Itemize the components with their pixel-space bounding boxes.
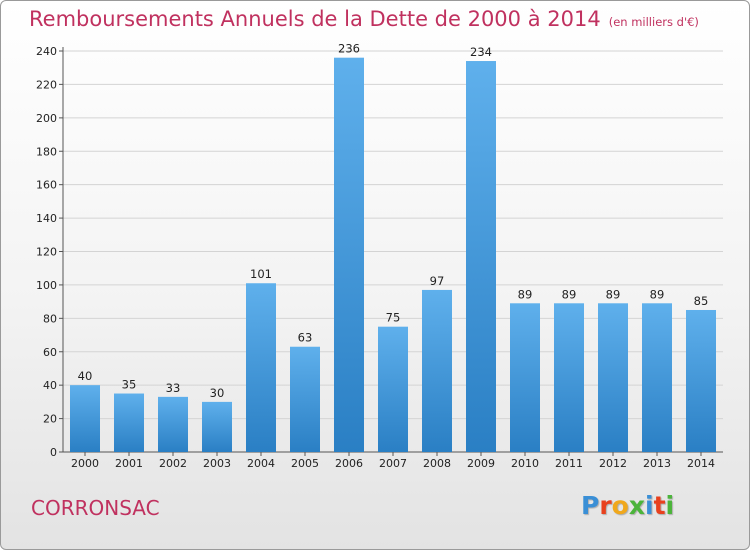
x-tick-label: 2008 [423,457,451,470]
y-tick-label: 200 [36,112,57,125]
bar-2014 [686,309,716,452]
bar-value-label: 63 [298,331,313,345]
bar-2012 [598,303,628,452]
bar-value-label: 40 [78,369,93,383]
bar-2007 [378,326,408,452]
bars [70,57,716,453]
logo-letter: i [665,491,675,520]
x-tick-label: 2006 [335,457,363,470]
chart-unit: (en milliers d'€) [608,15,699,29]
bar-2006 [334,57,364,452]
bar-value-label: 97 [430,274,445,288]
bar-2010 [510,303,540,452]
bar-value-label: 33 [166,381,181,395]
y-tick-label: 100 [36,279,57,292]
chart-title: Remboursements Annuels de la Dette de 20… [29,7,699,31]
bar-value-label: 89 [562,287,577,301]
bar-value-label: 35 [122,378,137,392]
bar-2003 [202,401,232,452]
x-tick-label: 2000 [71,457,99,470]
x-tick-label: 2011 [555,457,583,470]
y-tick-label: 180 [36,145,57,158]
bar-value-label: 75 [386,311,401,325]
y-tick-label: 40 [43,379,57,392]
x-tick-label: 2009 [467,457,495,470]
x-tick-label: 2004 [247,457,275,470]
bar-2013 [642,303,672,452]
logo-letter: r [599,491,612,520]
bar-2000 [70,385,100,452]
y-tick-label: 160 [36,179,57,192]
logo-letter: i [645,491,654,520]
commune-name: CORRONSAC [31,496,160,520]
bar-value-label: 85 [694,294,709,308]
y-tick-label: 20 [43,413,57,426]
x-tick-label: 2001 [115,457,143,470]
logo-letter: t [653,491,666,520]
x-tick-label: 2010 [511,457,539,470]
proxiti-logo: Proxiti [581,491,674,520]
y-tick-label: 140 [36,212,57,225]
x-tick-label: 2012 [599,457,627,470]
labels: 0 20 40 60 80 100 120 140 160 180 200 220 240 40 2000 3… [36,42,715,470]
bar-value-label: 30 [210,386,225,400]
bar-value-label: 101 [250,267,272,281]
bar-2002 [158,396,188,452]
y-tick-label: 0 [50,446,57,459]
logo-letter: o [611,491,629,520]
bar-2011 [554,303,584,452]
bar-value-label: 89 [518,287,533,301]
y-tick-label: 120 [36,246,57,259]
y-tick-label: 60 [43,346,57,359]
bar-2004 [246,283,276,452]
y-tick-label: 220 [36,78,57,91]
bar-value-label: 236 [338,42,360,56]
logo-letter: P [581,491,600,520]
x-tick-label: 2013 [643,457,671,470]
x-tick-label: 2005 [291,457,319,470]
bar-2005 [290,346,320,452]
bar-2008 [422,289,452,452]
y-tick-label: 240 [36,45,57,58]
x-tick-label: 2002 [159,457,187,470]
chart-title-text: Remboursements Annuels de la Dette de 20… [29,7,601,31]
logo-letter: x [628,491,645,520]
bar-value-label: 89 [606,287,621,301]
bar-2009 [466,61,496,453]
y-tick-label: 80 [43,312,57,325]
bar-2001 [114,393,144,452]
bar-value-label: 234 [470,45,492,59]
x-tick-label: 2014 [687,457,715,470]
bar-value-label: 89 [650,287,665,301]
x-tick-label: 2007 [379,457,407,470]
x-tick-label: 2003 [203,457,231,470]
